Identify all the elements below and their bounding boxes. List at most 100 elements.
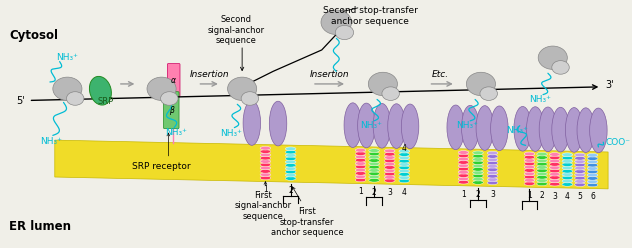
Ellipse shape	[384, 179, 395, 183]
Ellipse shape	[487, 171, 498, 175]
Ellipse shape	[562, 159, 573, 163]
Ellipse shape	[369, 172, 379, 176]
Text: NH₃⁺: NH₃⁺	[360, 121, 382, 130]
Ellipse shape	[355, 155, 366, 159]
Ellipse shape	[549, 176, 560, 179]
Ellipse shape	[260, 170, 270, 173]
Text: 3: 3	[552, 192, 557, 201]
Ellipse shape	[321, 10, 351, 34]
Ellipse shape	[537, 162, 547, 166]
Ellipse shape	[574, 163, 585, 167]
Ellipse shape	[524, 159, 535, 162]
Ellipse shape	[473, 161, 483, 164]
Ellipse shape	[524, 179, 535, 182]
Text: α: α	[171, 76, 176, 85]
Ellipse shape	[549, 169, 560, 173]
Ellipse shape	[384, 152, 395, 156]
Ellipse shape	[549, 162, 560, 166]
Ellipse shape	[537, 182, 547, 186]
Ellipse shape	[562, 179, 573, 183]
Ellipse shape	[369, 152, 379, 156]
Ellipse shape	[538, 46, 568, 69]
Ellipse shape	[335, 25, 354, 40]
Ellipse shape	[524, 182, 535, 186]
Ellipse shape	[537, 152, 547, 156]
Ellipse shape	[549, 179, 560, 183]
Text: 1: 1	[358, 187, 363, 196]
Ellipse shape	[384, 156, 395, 159]
Ellipse shape	[66, 92, 84, 105]
Ellipse shape	[574, 166, 585, 170]
Ellipse shape	[401, 104, 419, 149]
Text: 1: 1	[461, 190, 466, 199]
Text: 1: 1	[527, 191, 532, 200]
Text: NH₃⁺: NH₃⁺	[456, 121, 478, 130]
Ellipse shape	[473, 171, 483, 174]
Ellipse shape	[147, 77, 176, 100]
Ellipse shape	[388, 104, 405, 148]
Ellipse shape	[587, 160, 598, 164]
Ellipse shape	[537, 179, 547, 182]
Ellipse shape	[243, 101, 260, 145]
Ellipse shape	[524, 162, 535, 166]
Text: β: β	[169, 106, 174, 115]
Ellipse shape	[355, 158, 366, 162]
Ellipse shape	[161, 92, 178, 105]
Ellipse shape	[587, 173, 598, 177]
Ellipse shape	[399, 163, 410, 166]
Ellipse shape	[285, 150, 296, 154]
Ellipse shape	[355, 178, 366, 182]
Ellipse shape	[285, 154, 296, 157]
Polygon shape	[55, 140, 608, 189]
Ellipse shape	[537, 159, 547, 163]
Text: 1: 1	[263, 186, 268, 194]
Ellipse shape	[458, 174, 469, 177]
Ellipse shape	[524, 169, 535, 172]
Ellipse shape	[549, 166, 560, 169]
Ellipse shape	[447, 105, 465, 150]
Ellipse shape	[549, 172, 560, 176]
Ellipse shape	[562, 166, 573, 170]
Ellipse shape	[549, 182, 560, 186]
Ellipse shape	[562, 156, 573, 160]
Ellipse shape	[399, 149, 410, 153]
Ellipse shape	[487, 164, 498, 168]
Ellipse shape	[487, 158, 498, 161]
Text: SRP receptor: SRP receptor	[132, 162, 191, 171]
Ellipse shape	[369, 155, 379, 159]
Ellipse shape	[355, 152, 366, 155]
Ellipse shape	[358, 103, 375, 148]
Ellipse shape	[549, 153, 560, 156]
Ellipse shape	[269, 101, 287, 146]
Ellipse shape	[260, 173, 270, 177]
Text: 4: 4	[402, 188, 406, 197]
Ellipse shape	[399, 159, 410, 163]
Ellipse shape	[384, 172, 395, 176]
Ellipse shape	[487, 181, 498, 185]
Text: ER lumen: ER lumen	[9, 220, 71, 233]
Text: Insertion: Insertion	[310, 70, 349, 79]
Ellipse shape	[399, 169, 410, 173]
Ellipse shape	[524, 175, 535, 179]
Ellipse shape	[490, 106, 508, 151]
Ellipse shape	[89, 76, 111, 105]
Ellipse shape	[587, 163, 598, 167]
Ellipse shape	[260, 150, 270, 153]
Ellipse shape	[574, 183, 585, 186]
Ellipse shape	[458, 160, 469, 164]
Ellipse shape	[473, 157, 483, 161]
Text: 2: 2	[372, 188, 377, 197]
Ellipse shape	[537, 156, 547, 159]
Ellipse shape	[562, 176, 573, 180]
Ellipse shape	[549, 159, 560, 163]
Ellipse shape	[574, 173, 585, 177]
Ellipse shape	[260, 153, 270, 157]
Ellipse shape	[587, 170, 598, 174]
Text: 2: 2	[540, 191, 544, 200]
Ellipse shape	[577, 108, 595, 153]
Ellipse shape	[355, 149, 366, 152]
Ellipse shape	[480, 87, 497, 100]
Ellipse shape	[369, 179, 379, 182]
Ellipse shape	[574, 170, 585, 173]
Ellipse shape	[552, 61, 569, 74]
